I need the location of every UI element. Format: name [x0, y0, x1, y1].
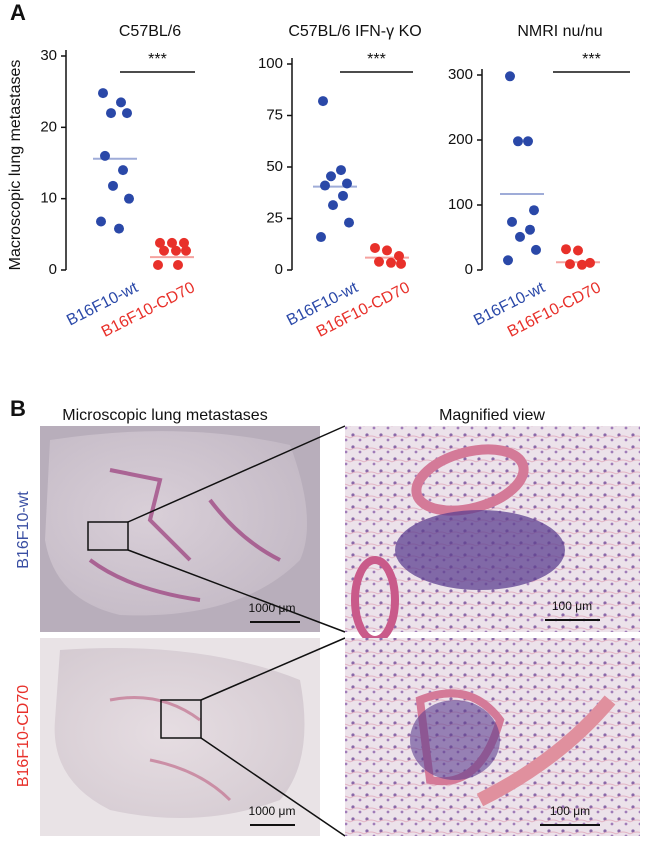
data-point	[382, 245, 392, 256]
scale-bar-label: 1000 μm	[249, 601, 296, 615]
panel-label: B	[10, 396, 26, 421]
y-tick-label: 25	[266, 209, 283, 226]
data-point	[531, 244, 541, 255]
data-point	[153, 260, 163, 271]
data-point	[386, 257, 396, 268]
data-point	[320, 180, 330, 191]
y-tick-label: 100	[448, 196, 473, 213]
data-point	[328, 200, 338, 211]
y-tick-label: 0	[49, 261, 57, 278]
y-tick-label: 30	[40, 47, 57, 64]
data-point	[577, 259, 587, 270]
data-point	[159, 245, 169, 256]
micrograph: 1000 μm	[40, 425, 346, 633]
data-point	[525, 224, 535, 235]
data-point	[155, 237, 165, 248]
data-point	[118, 165, 128, 176]
micrograph: 100 μm	[345, 426, 640, 644]
data-point	[370, 242, 380, 253]
micrograph: 100 μm	[345, 638, 640, 836]
data-point	[507, 216, 517, 227]
y-tick-label: 50	[266, 158, 283, 175]
data-point	[585, 257, 595, 268]
scale-bar-label: 100 μm	[550, 804, 590, 818]
data-point	[338, 190, 348, 201]
significance-label: ***	[148, 51, 167, 68]
micrograph: 1000 μm	[40, 637, 346, 837]
data-point	[122, 108, 132, 119]
chart-title: C57BL/6	[119, 23, 181, 40]
y-tick-label: 200	[448, 131, 473, 148]
data-point	[342, 178, 352, 189]
data-point	[396, 258, 406, 269]
y-tick-label: 20	[40, 118, 57, 135]
y-tick-label: 10	[40, 190, 57, 207]
column-title: Magnified view	[439, 407, 545, 424]
data-point	[173, 260, 183, 271]
y-axis-label: Macroscopic lung metastases	[7, 60, 24, 271]
scale-bar-label: 1000 μm	[249, 804, 296, 818]
data-point	[374, 256, 384, 267]
data-point	[529, 205, 539, 216]
data-point	[505, 71, 515, 82]
data-point	[513, 136, 523, 147]
chart-title: NMRI nu/nu	[517, 23, 602, 40]
data-point	[565, 259, 575, 270]
data-point	[181, 245, 191, 256]
data-point	[98, 88, 108, 99]
data-point	[394, 250, 404, 261]
data-point	[336, 165, 346, 176]
data-point	[344, 217, 354, 228]
y-tick-label: 100	[258, 55, 283, 72]
data-point	[100, 150, 110, 161]
data-point	[179, 237, 189, 248]
scale-bar-label: 100 μm	[552, 599, 592, 613]
y-tick-label: 300	[448, 66, 473, 83]
chart-title: C57BL/6 IFN-γ KO	[288, 23, 421, 40]
x-tick-label: B16F10-CD70	[505, 279, 604, 341]
row-label: B16F10-wt	[15, 491, 32, 569]
data-point	[124, 193, 134, 204]
significance-label: ***	[367, 51, 386, 68]
data-point	[326, 171, 336, 182]
data-point	[515, 231, 525, 242]
column-title: Microscopic lung metastases	[62, 407, 267, 424]
data-point	[523, 136, 533, 147]
data-point	[171, 245, 181, 256]
data-point	[503, 255, 513, 266]
data-point	[106, 108, 116, 119]
significance-label: ***	[582, 51, 601, 68]
data-point	[116, 97, 126, 108]
y-tick-label: 0	[275, 261, 283, 278]
y-tick-label: 75	[266, 106, 283, 123]
data-point	[96, 216, 106, 227]
data-point	[167, 237, 177, 248]
data-point	[561, 244, 571, 255]
row-label: B16F10-CD70	[15, 685, 32, 787]
data-point	[318, 96, 328, 107]
data-point	[114, 223, 124, 234]
y-tick-label: 0	[465, 261, 473, 278]
data-point	[316, 232, 326, 243]
data-point	[573, 245, 583, 256]
data-point	[108, 180, 118, 191]
panel-label: A	[10, 0, 26, 25]
